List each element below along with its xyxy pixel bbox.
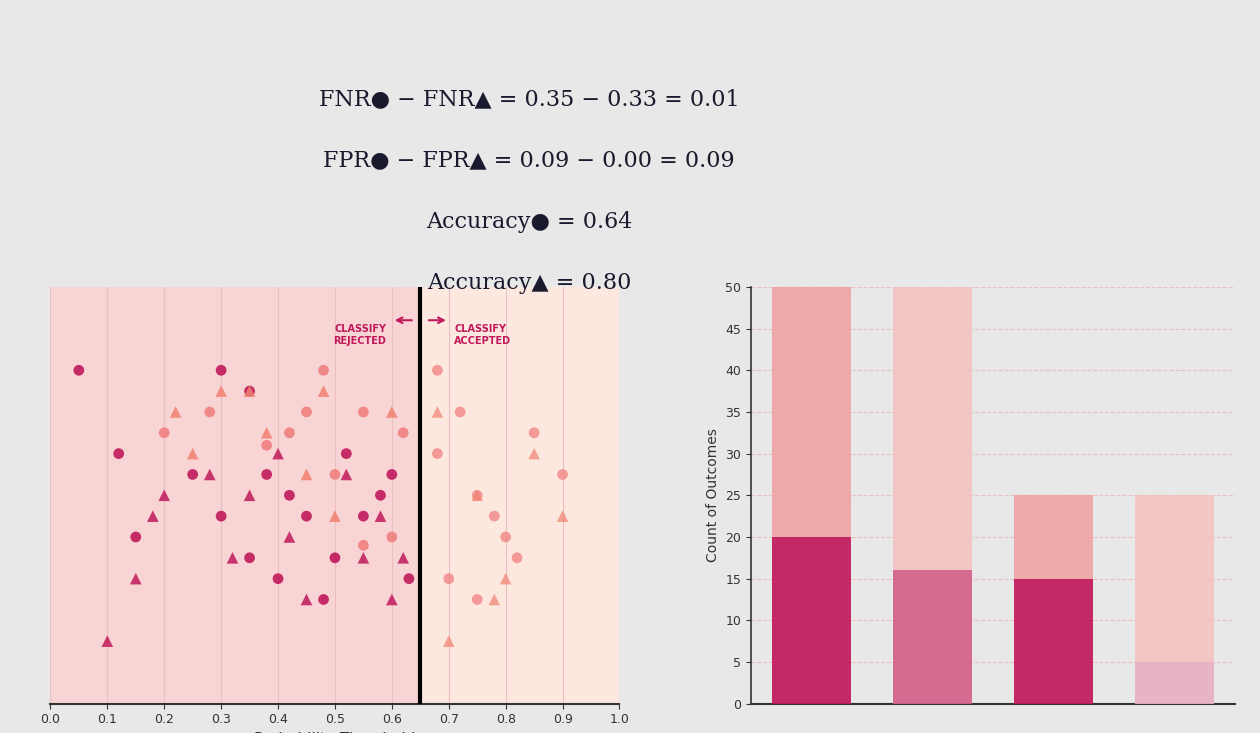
Point <box>154 490 174 501</box>
Point <box>296 468 316 480</box>
Point <box>154 427 174 438</box>
Bar <box>1014 578 1092 704</box>
Point <box>223 552 243 564</box>
Bar <box>50 287 421 704</box>
Point <box>399 572 420 584</box>
Point <box>438 572 459 584</box>
Point <box>108 448 129 460</box>
Point <box>325 510 345 522</box>
Point <box>507 552 527 564</box>
Point <box>314 364 334 376</box>
Point <box>467 594 488 605</box>
Bar <box>893 570 971 704</box>
Bar <box>421 287 620 704</box>
Point <box>199 468 219 480</box>
Point <box>382 406 402 418</box>
Point <box>296 510 316 522</box>
Point <box>353 406 373 418</box>
Point <box>427 448 447 460</box>
Point <box>552 468 572 480</box>
Point <box>210 386 231 397</box>
Text: FPR● − FPR▲ = 0.09 − 0.00 = 0.09: FPR● − FPR▲ = 0.09 − 0.00 = 0.09 <box>324 150 735 172</box>
Point <box>382 531 402 543</box>
Point <box>183 448 203 460</box>
Point <box>257 427 277 438</box>
Y-axis label: Count of Outcomes: Count of Outcomes <box>706 428 719 562</box>
Point <box>325 468 345 480</box>
Point <box>484 594 504 605</box>
Bar <box>1135 662 1213 704</box>
Bar <box>772 537 851 704</box>
Text: FNR● − FNR▲ = 0.35 − 0.33 = 0.01: FNR● − FNR▲ = 0.35 − 0.33 = 0.01 <box>319 88 740 110</box>
Point <box>257 468 277 480</box>
Point <box>336 448 357 460</box>
Point <box>210 364 231 376</box>
Point <box>314 386 334 397</box>
Text: CLASSIFY
REJECTED: CLASSIFY REJECTED <box>334 325 386 346</box>
Point <box>438 636 459 647</box>
Text: CLASSIFY
ACCEPTED: CLASSIFY ACCEPTED <box>455 325 512 346</box>
Bar <box>893 287 971 570</box>
Point <box>427 406 447 418</box>
Point <box>382 594 402 605</box>
Point <box>467 490 488 501</box>
Point <box>126 531 146 543</box>
Point <box>353 539 373 551</box>
Point <box>280 490 300 501</box>
Point <box>126 572 146 584</box>
Bar <box>1014 496 1092 578</box>
Bar <box>1135 496 1213 662</box>
Point <box>239 386 260 397</box>
Point <box>495 531 515 543</box>
Point <box>393 427 413 438</box>
Point <box>142 510 163 522</box>
Point <box>427 364 447 376</box>
Point <box>353 510 373 522</box>
Point <box>239 552 260 564</box>
Point <box>296 594 316 605</box>
Point <box>239 386 260 397</box>
Point <box>210 510 231 522</box>
Point <box>467 490 488 501</box>
Point <box>495 572 515 584</box>
Point <box>552 510 572 522</box>
Point <box>314 594 334 605</box>
Point <box>257 439 277 451</box>
Point <box>280 427 300 438</box>
Point <box>97 636 117 647</box>
Point <box>382 468 402 480</box>
Point <box>199 406 219 418</box>
Bar <box>772 287 851 537</box>
Text: Accuracy● = 0.64: Accuracy● = 0.64 <box>426 210 633 232</box>
Point <box>370 490 391 501</box>
Point <box>524 427 544 438</box>
Point <box>370 510 391 522</box>
Point <box>268 448 289 460</box>
Point <box>524 448 544 460</box>
X-axis label: Probability Threshold: Probability Threshold <box>255 732 416 733</box>
Point <box>353 552 373 564</box>
Point <box>336 468 357 480</box>
Point <box>183 468 203 480</box>
Text: Accuracy▲ = 0.80: Accuracy▲ = 0.80 <box>427 272 631 294</box>
Point <box>268 572 289 584</box>
Point <box>450 406 470 418</box>
Point <box>484 510 504 522</box>
Point <box>165 406 185 418</box>
Point <box>325 552 345 564</box>
Point <box>239 490 260 501</box>
Point <box>393 552 413 564</box>
Point <box>69 364 89 376</box>
Point <box>296 406 316 418</box>
Point <box>280 531 300 543</box>
